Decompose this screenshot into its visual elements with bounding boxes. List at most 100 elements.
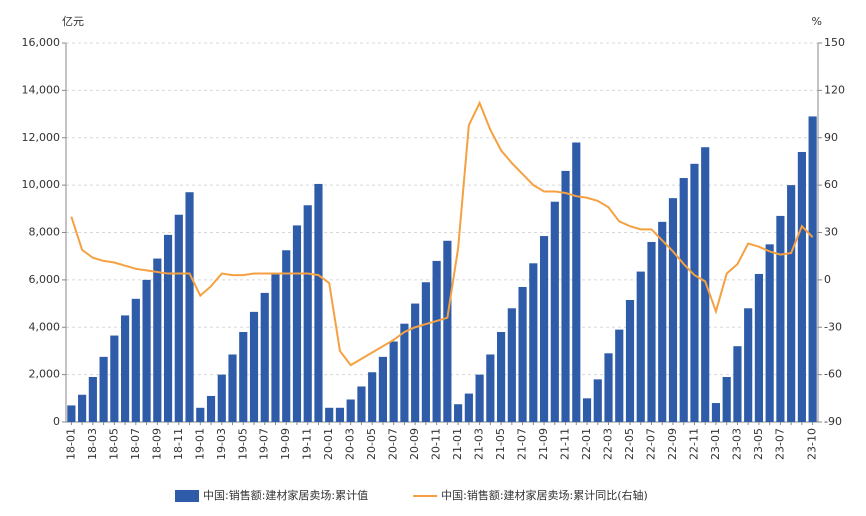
x-tick-label: 18-01 bbox=[64, 428, 77, 460]
x-tick-label: 22-11 bbox=[687, 428, 700, 460]
y-tick-label: 6,000 bbox=[29, 273, 61, 286]
x-tick-label: 19-09 bbox=[279, 428, 292, 460]
y-unit: 亿元 bbox=[62, 15, 84, 28]
x-tick-label: 23-10 bbox=[806, 428, 819, 460]
x-tick-label: 21-03 bbox=[473, 428, 486, 460]
bar bbox=[507, 308, 516, 422]
bar bbox=[561, 170, 570, 422]
y2-tick-label: -90 bbox=[824, 415, 842, 428]
bar bbox=[539, 236, 549, 422]
y2-unit: % bbox=[812, 15, 822, 28]
bar bbox=[754, 273, 763, 422]
bar bbox=[249, 311, 259, 422]
y-tick-label: 4,000 bbox=[29, 320, 61, 333]
y2-tick-label: 150 bbox=[824, 36, 845, 49]
bar bbox=[658, 221, 667, 422]
bar bbox=[497, 331, 506, 422]
bar bbox=[142, 279, 151, 422]
x-tick-label: 19-03 bbox=[215, 428, 228, 460]
bar bbox=[206, 395, 216, 422]
bar bbox=[67, 405, 76, 422]
x-tick-label: 20-11 bbox=[430, 428, 443, 460]
y-tick-label: 16,000 bbox=[22, 36, 61, 49]
bar bbox=[325, 407, 334, 422]
bar bbox=[733, 346, 742, 422]
y2-tick-label: 60 bbox=[824, 178, 838, 191]
x-tick-label: 22-05 bbox=[623, 428, 636, 460]
bar bbox=[163, 234, 173, 422]
x-tick-label: 19-07 bbox=[258, 428, 271, 460]
legend-swatch bbox=[175, 490, 199, 502]
x-tick-label: 21-01 bbox=[451, 428, 464, 460]
x-tick-label: 20-05 bbox=[365, 428, 378, 460]
bar bbox=[131, 298, 140, 422]
x-tick-label: 23-03 bbox=[730, 428, 743, 460]
line bbox=[70, 100, 814, 367]
bar bbox=[239, 331, 248, 422]
x-tick-label: 18-03 bbox=[86, 428, 99, 460]
x-tick-label: 21-07 bbox=[516, 428, 529, 460]
bar bbox=[529, 263, 538, 422]
x-tick-label: 23-05 bbox=[752, 428, 765, 460]
bar bbox=[454, 404, 463, 422]
bar bbox=[475, 374, 484, 422]
bar bbox=[421, 282, 430, 422]
bar bbox=[400, 323, 409, 422]
bar bbox=[217, 374, 226, 422]
bar bbox=[615, 329, 624, 422]
x-tick-label: 22-07 bbox=[644, 428, 657, 460]
x-tick-label: 22-09 bbox=[666, 428, 679, 460]
x-tick-label: 23-07 bbox=[773, 428, 786, 460]
bar bbox=[690, 163, 699, 422]
x-tick-label: 19-05 bbox=[236, 428, 249, 460]
x-tick-label: 22-03 bbox=[602, 428, 615, 460]
y2-tick-label: 120 bbox=[824, 83, 845, 96]
bar bbox=[335, 407, 345, 422]
x-tick-label: 18-11 bbox=[172, 428, 185, 460]
bar bbox=[744, 308, 753, 422]
bar bbox=[808, 116, 817, 423]
bar bbox=[636, 271, 645, 422]
bar bbox=[389, 341, 398, 422]
bar bbox=[464, 393, 473, 422]
bar bbox=[701, 147, 710, 422]
x-tick-label: 20-01 bbox=[322, 428, 335, 460]
bar bbox=[679, 178, 688, 422]
x-tick-label: 19-01 bbox=[193, 428, 206, 460]
bar bbox=[722, 376, 731, 422]
bar bbox=[346, 399, 355, 422]
x-tick-label: 18-05 bbox=[107, 428, 120, 460]
y-tick-label: 12,000 bbox=[22, 131, 61, 144]
bar bbox=[625, 300, 635, 422]
bar bbox=[153, 258, 162, 422]
bar bbox=[314, 183, 323, 422]
bar bbox=[78, 394, 87, 422]
y-tick-label: 14,000 bbox=[22, 83, 61, 96]
x-tick-label: 20-07 bbox=[387, 428, 400, 460]
bar bbox=[668, 198, 678, 422]
bar bbox=[271, 272, 280, 422]
x-tick-label: 21-09 bbox=[537, 428, 550, 460]
bar bbox=[121, 315, 130, 422]
y-tick-label: 2,000 bbox=[29, 368, 61, 381]
bar bbox=[797, 151, 806, 422]
y2-tick-label: 30 bbox=[824, 226, 838, 239]
x-tick-label: 18-07 bbox=[129, 428, 142, 460]
bar bbox=[378, 356, 387, 422]
legend-label: 中国:销售额:建材家居卖场:累计同比(右轴) bbox=[441, 488, 648, 502]
bar bbox=[357, 386, 366, 422]
bar bbox=[550, 201, 559, 422]
x-tick-label: 18-09 bbox=[150, 428, 163, 460]
bar bbox=[572, 142, 581, 423]
bar bbox=[711, 403, 721, 422]
y-tick-label: 8,000 bbox=[29, 226, 61, 239]
x-tick-label: 20-03 bbox=[344, 428, 357, 460]
bar bbox=[604, 353, 613, 422]
y2-tick-label: 90 bbox=[824, 131, 838, 144]
x-tick-label: 21-05 bbox=[494, 428, 507, 460]
bar bbox=[185, 192, 194, 422]
bar bbox=[518, 286, 527, 422]
bar bbox=[432, 260, 441, 422]
y2-tick-label: 0 bbox=[824, 273, 831, 286]
